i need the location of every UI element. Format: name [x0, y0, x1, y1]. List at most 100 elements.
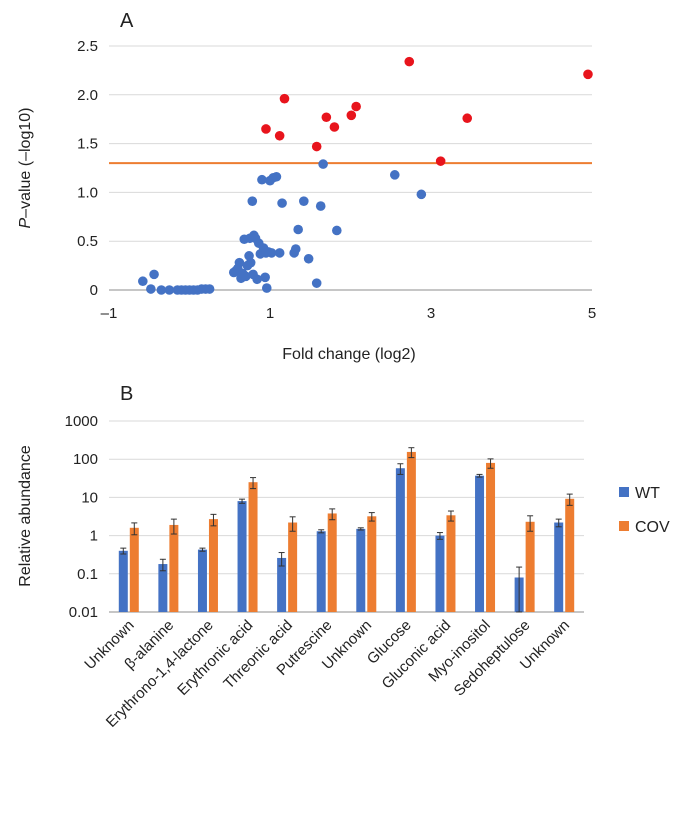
x-tick-label: 3 — [427, 305, 435, 322]
y-tick-label: 0 — [90, 282, 98, 299]
significant-point — [311, 141, 322, 152]
data-point — [318, 159, 328, 169]
bar-cov — [248, 482, 258, 612]
bar-wt — [316, 531, 326, 612]
bar-cov — [288, 522, 298, 612]
data-point — [303, 253, 314, 264]
significant-point — [329, 122, 340, 132]
bar-wt — [435, 535, 445, 612]
significant-point — [435, 156, 446, 166]
data-point — [257, 174, 267, 185]
data-point — [149, 269, 159, 280]
bar-wt — [356, 528, 366, 612]
data-point — [146, 284, 156, 294]
data-point — [315, 201, 326, 211]
bar-cov — [208, 519, 218, 612]
data-point — [260, 272, 270, 283]
bar-wt — [395, 468, 405, 612]
data-point — [204, 284, 215, 294]
panel-a-letter: A — [120, 10, 134, 32]
scatter-gridlines — [109, 45, 592, 242]
bar-wt — [475, 475, 485, 612]
legend-swatch-wt — [619, 487, 629, 497]
y-title-italic-part: P — [17, 217, 34, 228]
significant-point — [351, 101, 361, 112]
scatter-y-tick-labels: 0 0.5 1.0 1.5 2.0 2.5 — [77, 38, 98, 299]
data-point — [290, 244, 301, 254]
significant-point — [321, 112, 332, 123]
legend-label-wt: WT — [635, 485, 660, 502]
data-point — [274, 248, 285, 258]
x-tick-label: –1 — [101, 305, 118, 322]
y-tick-label: 100 — [73, 451, 98, 468]
data-point — [245, 257, 256, 268]
significant-point — [261, 124, 271, 134]
data-point — [389, 170, 400, 180]
bar-gridlines — [109, 420, 584, 575]
data-point — [234, 257, 245, 268]
bar-y-axis-title: Relative abundance — [17, 445, 34, 587]
data-point — [261, 283, 272, 293]
bar-category-labels: Unknownβ-alanineErythrono-1,4-lactoneEry… — [81, 617, 573, 731]
bar-wt — [118, 550, 128, 612]
bar-cov — [486, 462, 496, 612]
y-tick-label: 2.5 — [77, 38, 98, 55]
y-tick-label: 1 — [90, 528, 98, 545]
bar-wt — [158, 564, 168, 612]
bar-wt — [277, 557, 287, 612]
significant-point — [274, 130, 285, 141]
bar-wt — [237, 501, 247, 612]
data-point — [293, 224, 303, 235]
scatter-panel-a: A 0 0.5 1.0 1.5 2.0 2.5 –1 1 3 5 Fold change (lo… — [17, 10, 596, 363]
bar-cov — [327, 513, 337, 612]
significant-point — [346, 110, 357, 121]
significant-point — [583, 69, 593, 80]
bar-series — [118, 447, 575, 613]
bar-wt — [197, 549, 207, 612]
legend-swatch-cov — [619, 521, 629, 531]
data-point — [138, 276, 148, 287]
data-point — [156, 285, 167, 295]
bar-cov — [525, 521, 535, 612]
bar-panel-b: B 0.01 0.1 1 10 100 1000 Unknownβ-alanineEryt… — [17, 383, 670, 731]
panel-b-letter: B — [120, 383, 133, 405]
data-point — [271, 171, 282, 182]
y-tick-label: 1000 — [65, 413, 98, 430]
significant-point — [462, 113, 473, 124]
data-point — [247, 196, 258, 206]
significant-point — [279, 93, 290, 104]
data-point — [277, 198, 287, 208]
data-point — [332, 225, 342, 236]
data-point — [266, 248, 277, 258]
y-tick-label: 0.5 — [77, 233, 98, 250]
y-tick-label: 0.1 — [77, 566, 98, 583]
data-point — [416, 189, 427, 200]
scatter-y-axis-title: P–value (–log10) — [17, 108, 34, 229]
y-tick-label: 1.5 — [77, 136, 98, 153]
x-tick-label: 5 — [588, 305, 596, 322]
bar-cov — [565, 498, 575, 612]
scatter-x-axis-title: Fold change (log2) — [282, 346, 415, 363]
y-title-rest: –value (–log10) — [17, 108, 34, 218]
y-tick-label: 0.01 — [69, 604, 98, 621]
bar-cov — [406, 451, 416, 612]
bar-cov — [129, 527, 139, 612]
data-point — [241, 271, 251, 282]
scatter-x-tick-labels: –1 1 3 5 — [101, 305, 597, 322]
bar-y-tick-labels: 0.01 0.1 1 10 100 1000 — [65, 413, 98, 621]
significant-point — [404, 56, 415, 67]
y-tick-label: 2.0 — [77, 87, 98, 104]
y-tick-label: 10 — [81, 489, 98, 506]
bar-cov — [446, 515, 456, 612]
data-point — [299, 196, 309, 206]
bar-legend: WT COV — [619, 485, 670, 536]
x-tick-label: 1 — [266, 305, 274, 322]
data-point — [252, 274, 262, 285]
bar-cov — [367, 516, 377, 612]
scatter-points — [138, 56, 593, 295]
bar-wt — [554, 522, 564, 612]
bar-cov — [169, 524, 179, 612]
y-tick-label: 1.0 — [77, 184, 98, 201]
data-point — [164, 285, 175, 295]
